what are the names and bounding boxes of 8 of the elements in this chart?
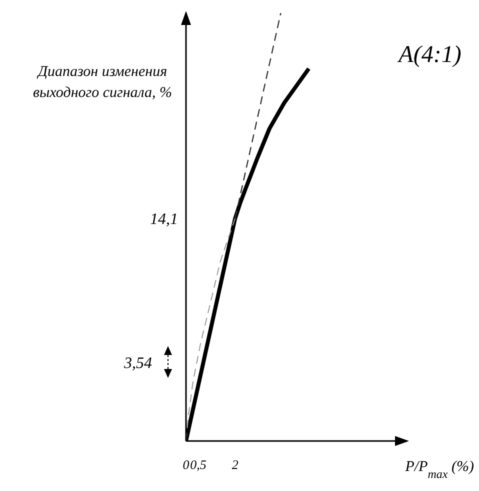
x-tick-label: 2 (232, 457, 239, 472)
x-axis-title: P/P$_{max}$ (%) (404, 459, 474, 481)
text: A(4:1) (396, 42, 462, 68)
text: 14,1 (150, 211, 178, 228)
y-axis-title: Диапазон изменения выходного сигнала, % (32, 63, 174, 103)
x-tick-label: 0,5 (190, 457, 207, 472)
x-tick-label: 0 (182, 457, 190, 472)
text: 3,54 (123, 355, 152, 372)
